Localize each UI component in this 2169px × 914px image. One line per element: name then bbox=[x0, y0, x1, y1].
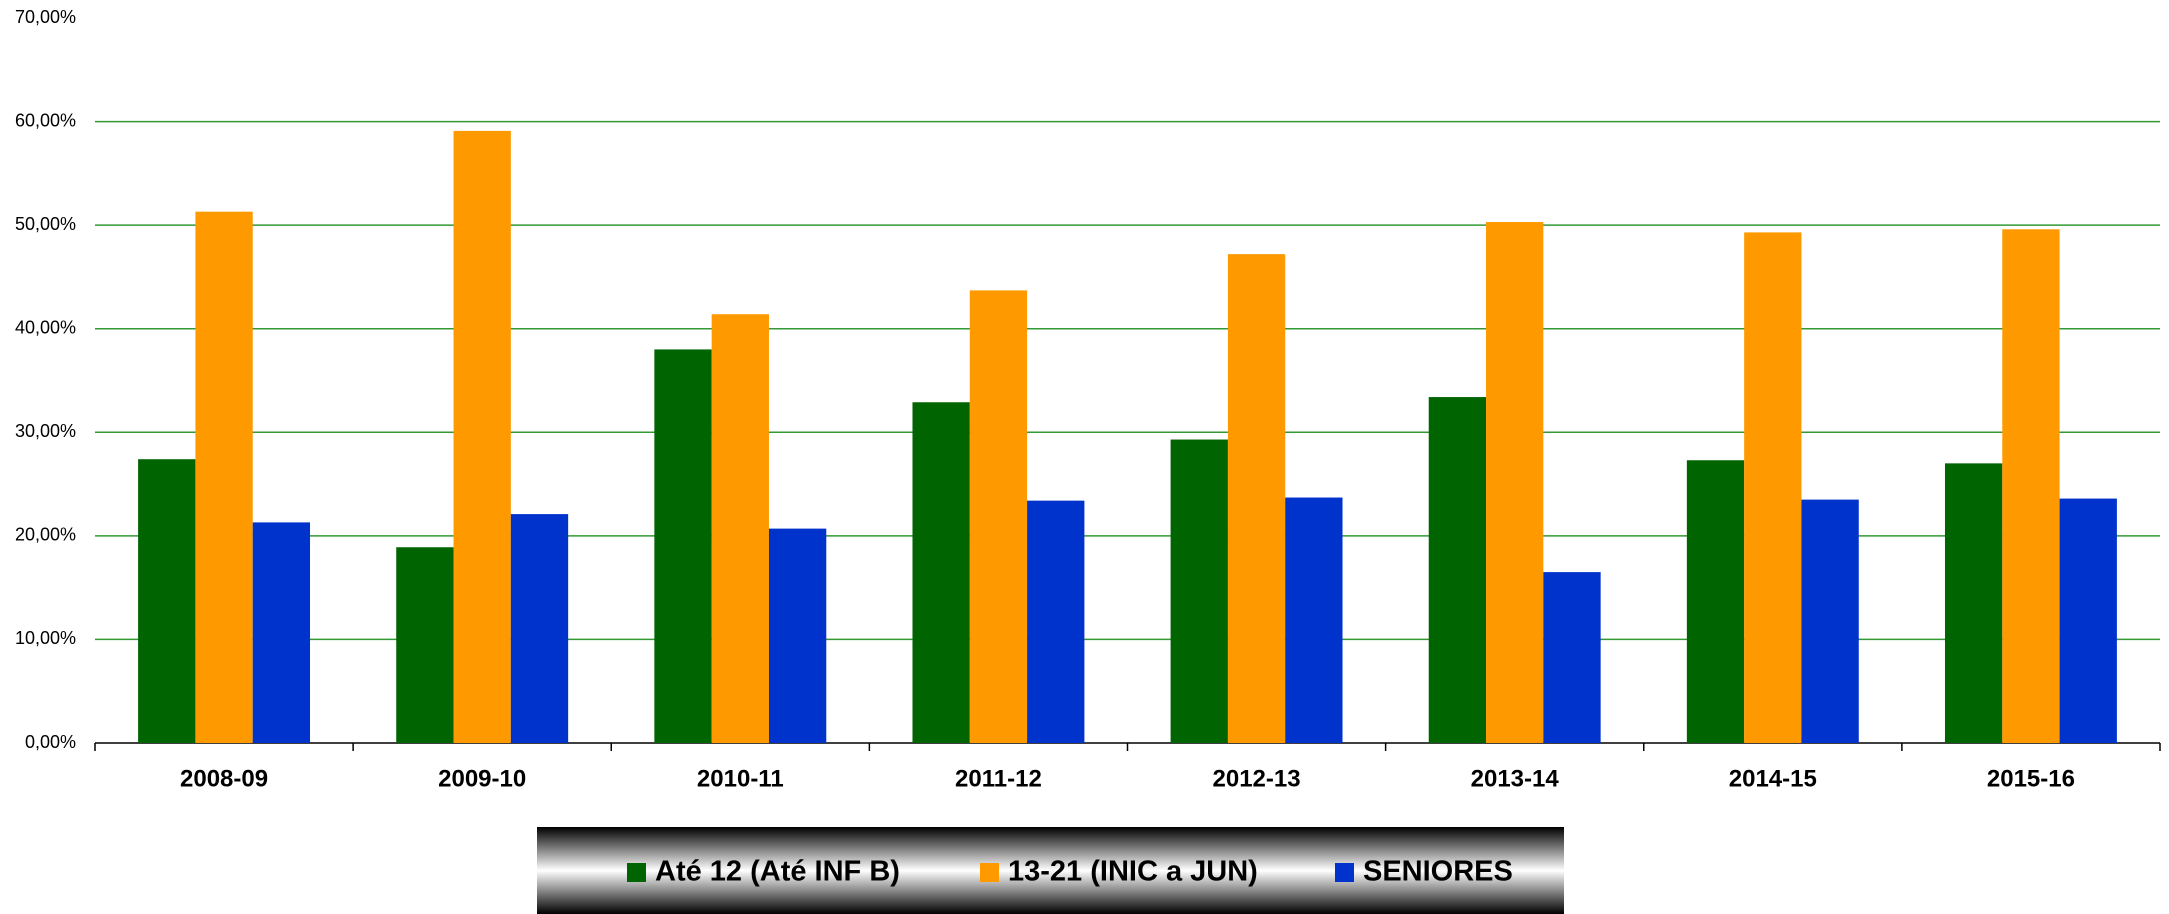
y-tick-label: 60,00% bbox=[15, 110, 76, 130]
bar bbox=[1686, 460, 1745, 743]
y-tick-label: 20,00% bbox=[15, 525, 76, 545]
x-tick-label: 2015-16 bbox=[1987, 765, 2075, 792]
bar bbox=[195, 211, 253, 743]
bar bbox=[1227, 254, 1286, 743]
x-tick-label: 2010-11 bbox=[697, 765, 784, 792]
legend-label: Até 12 (Até INF B) bbox=[655, 856, 900, 888]
bar bbox=[1801, 499, 1859, 743]
legend-label: 13-21 (INIC a JUN) bbox=[1008, 856, 1258, 888]
y-tick-label: 0,00% bbox=[25, 732, 76, 752]
bar bbox=[2059, 498, 2117, 743]
bar bbox=[711, 314, 769, 743]
bar bbox=[1170, 439, 1228, 743]
legend-box bbox=[537, 827, 1564, 914]
bar bbox=[1744, 232, 1802, 743]
bar bbox=[1285, 497, 1343, 743]
y-tick-label: 70,00% bbox=[15, 7, 76, 27]
legend-swatch bbox=[1335, 863, 1354, 882]
legend-swatch bbox=[980, 863, 999, 882]
bar bbox=[969, 290, 1028, 743]
bar bbox=[1486, 222, 1544, 744]
y-tick-label: 50,00% bbox=[15, 214, 76, 234]
x-tick-label: 2009-10 bbox=[438, 765, 526, 792]
x-tick-label: 2011-12 bbox=[955, 765, 1042, 792]
y-tick-label: 30,00% bbox=[15, 421, 76, 441]
x-tick-label: 2012-13 bbox=[1213, 765, 1301, 792]
bar bbox=[396, 547, 454, 743]
bar bbox=[654, 349, 712, 743]
y-tick-label: 40,00% bbox=[15, 317, 76, 337]
bar bbox=[138, 459, 196, 743]
bar bbox=[768, 528, 827, 743]
legend-swatch bbox=[627, 863, 646, 882]
bar bbox=[912, 402, 970, 743]
x-tick-label: 2008-09 bbox=[180, 765, 268, 792]
bar bbox=[1944, 463, 2003, 743]
y-tick-label: 10,00% bbox=[15, 628, 76, 648]
legend-label: SENIORES bbox=[1363, 856, 1513, 888]
bar bbox=[252, 522, 311, 743]
bar bbox=[1027, 500, 1085, 743]
x-tick-label: 2013-14 bbox=[1471, 765, 1560, 792]
bar bbox=[510, 514, 569, 743]
bar bbox=[2002, 229, 2060, 744]
bar bbox=[453, 130, 511, 744]
x-tick-label: 2014-15 bbox=[1729, 765, 1817, 792]
bar bbox=[1428, 397, 1487, 743]
bar bbox=[1543, 572, 1601, 743]
